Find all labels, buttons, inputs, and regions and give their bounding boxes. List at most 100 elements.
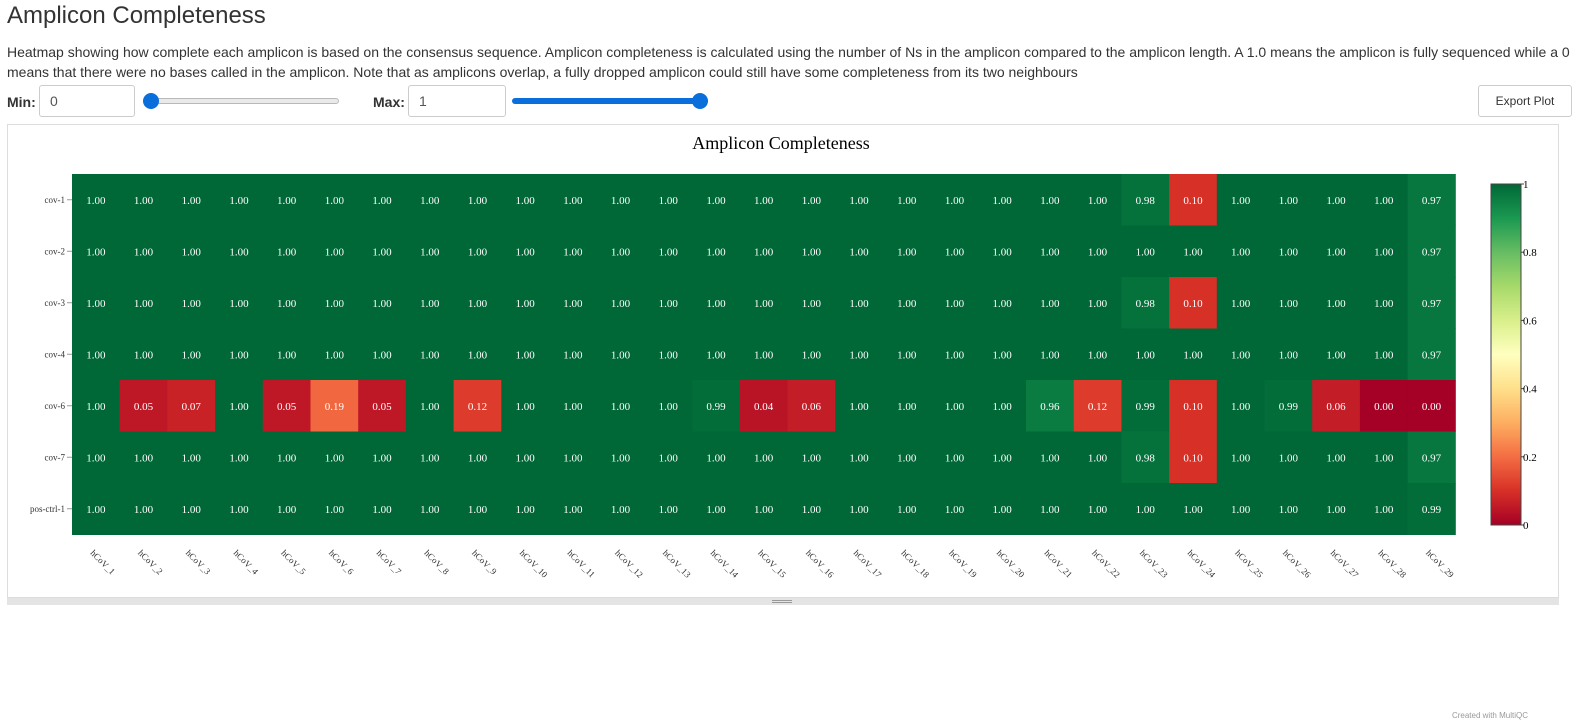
heatmap-cell[interactable] bbox=[644, 225, 693, 278]
heatmap-cell[interactable] bbox=[167, 277, 216, 329]
heatmap-cell[interactable] bbox=[1026, 431, 1075, 484]
heatmap-cell[interactable] bbox=[405, 380, 455, 432]
heatmap-cell[interactable] bbox=[835, 431, 884, 484]
heatmap-cell[interactable] bbox=[692, 277, 741, 329]
heatmap-cell[interactable] bbox=[1169, 277, 1218, 329]
heatmap-cell[interactable] bbox=[596, 277, 645, 329]
heatmap-cell[interactable] bbox=[644, 277, 693, 329]
min-slider-thumb[interactable] bbox=[143, 93, 159, 109]
heatmap-cell[interactable] bbox=[405, 328, 455, 381]
heatmap-cell[interactable] bbox=[787, 380, 836, 432]
heatmap-cell[interactable] bbox=[119, 328, 168, 381]
heatmap-cell[interactable] bbox=[882, 431, 932, 484]
heatmap-cell[interactable] bbox=[739, 380, 788, 432]
heatmap-cell[interactable] bbox=[1026, 174, 1075, 226]
heatmap-cell[interactable] bbox=[930, 483, 979, 535]
heatmap-cell[interactable] bbox=[1264, 328, 1313, 381]
heatmap-cell[interactable] bbox=[1073, 483, 1122, 535]
heatmap-cell[interactable] bbox=[262, 483, 311, 535]
heatmap-cell[interactable] bbox=[453, 483, 502, 535]
heatmap-cell[interactable] bbox=[501, 431, 550, 484]
heatmap-cell[interactable] bbox=[835, 174, 884, 226]
heatmap-cell[interactable] bbox=[787, 483, 836, 535]
heatmap-cell[interactable] bbox=[978, 277, 1027, 329]
heatmap-cell[interactable] bbox=[1026, 483, 1075, 535]
heatmap-cell[interactable] bbox=[215, 483, 264, 535]
heatmap-cell[interactable] bbox=[1407, 380, 1456, 432]
heatmap-cell[interactable] bbox=[405, 225, 455, 278]
heatmap-cell[interactable] bbox=[1169, 225, 1218, 278]
heatmap-cell[interactable] bbox=[930, 277, 979, 329]
heatmap-cell[interactable] bbox=[358, 328, 407, 381]
heatmap-cell[interactable] bbox=[1073, 328, 1122, 381]
heatmap-cell[interactable] bbox=[835, 225, 884, 278]
heatmap-cell[interactable] bbox=[215, 431, 264, 484]
heatmap-cell[interactable] bbox=[167, 483, 216, 535]
heatmap-cell[interactable] bbox=[692, 431, 741, 484]
heatmap-cell[interactable] bbox=[1264, 431, 1313, 484]
heatmap-cell[interactable] bbox=[1264, 277, 1313, 329]
resize-handle[interactable] bbox=[7, 598, 1559, 605]
heatmap-cell[interactable] bbox=[405, 277, 455, 329]
heatmap-cell[interactable] bbox=[596, 328, 645, 381]
heatmap-cell[interactable] bbox=[72, 483, 121, 535]
max-slider-thumb[interactable] bbox=[692, 93, 708, 109]
heatmap-cell[interactable] bbox=[1169, 431, 1218, 484]
heatmap-cell[interactable] bbox=[549, 431, 598, 484]
heatmap-cell[interactable] bbox=[644, 431, 693, 484]
heatmap-cell[interactable] bbox=[1407, 174, 1456, 226]
heatmap-cell[interactable] bbox=[549, 277, 598, 329]
heatmap-cell[interactable] bbox=[1216, 483, 1265, 535]
heatmap-cell[interactable] bbox=[119, 483, 168, 535]
heatmap-cell[interactable] bbox=[1121, 174, 1170, 226]
heatmap-cell[interactable] bbox=[262, 380, 311, 432]
heatmap-cell[interactable] bbox=[978, 483, 1027, 535]
heatmap-cell[interactable] bbox=[501, 380, 550, 432]
heatmap-cell[interactable] bbox=[596, 174, 645, 226]
heatmap-cell[interactable] bbox=[787, 328, 836, 381]
heatmap-cell[interactable] bbox=[692, 174, 741, 226]
heatmap-cell[interactable] bbox=[167, 431, 216, 484]
heatmap-cell[interactable] bbox=[549, 225, 598, 278]
heatmap-cell[interactable] bbox=[1359, 174, 1409, 226]
heatmap-cell[interactable] bbox=[310, 225, 359, 278]
heatmap-cell[interactable] bbox=[262, 174, 311, 226]
heatmap-cell[interactable] bbox=[501, 277, 550, 329]
heatmap-cell[interactable] bbox=[405, 483, 455, 535]
heatmap-cell[interactable] bbox=[835, 483, 884, 535]
heatmap-cell[interactable] bbox=[119, 225, 168, 278]
max-slider[interactable] bbox=[512, 93, 708, 109]
heatmap-cell[interactable] bbox=[692, 225, 741, 278]
heatmap-cell[interactable] bbox=[358, 380, 407, 432]
heatmap-cell[interactable] bbox=[1359, 380, 1409, 432]
heatmap-cell[interactable] bbox=[1121, 225, 1170, 278]
heatmap-cell[interactable] bbox=[215, 277, 264, 329]
heatmap-cell[interactable] bbox=[310, 174, 359, 226]
heatmap-cell[interactable] bbox=[930, 174, 979, 226]
heatmap-cell[interactable] bbox=[215, 328, 264, 381]
heatmap-cell[interactable] bbox=[1216, 277, 1265, 329]
heatmap-cell[interactable] bbox=[72, 225, 121, 278]
heatmap-cell[interactable] bbox=[1264, 225, 1313, 278]
heatmap-cell[interactable] bbox=[72, 431, 121, 484]
heatmap-cell[interactable] bbox=[1407, 431, 1456, 484]
heatmap-cell[interactable] bbox=[72, 277, 121, 329]
heatmap-cell[interactable] bbox=[501, 483, 550, 535]
heatmap-cell[interactable] bbox=[739, 225, 788, 278]
heatmap-cell[interactable] bbox=[453, 431, 502, 484]
heatmap-cell[interactable] bbox=[72, 328, 121, 381]
heatmap-cell[interactable] bbox=[119, 174, 168, 226]
heatmap-cell[interactable] bbox=[1359, 483, 1409, 535]
heatmap-cell[interactable] bbox=[596, 225, 645, 278]
heatmap-cell[interactable] bbox=[1312, 225, 1361, 278]
heatmap-cell[interactable] bbox=[978, 328, 1027, 381]
heatmap-cell[interactable] bbox=[1312, 483, 1361, 535]
heatmap-cell[interactable] bbox=[549, 483, 598, 535]
heatmap-cell[interactable] bbox=[787, 431, 836, 484]
export-plot-button[interactable]: Export Plot bbox=[1478, 85, 1572, 117]
heatmap-cell[interactable] bbox=[262, 225, 311, 278]
heatmap-cell[interactable] bbox=[167, 225, 216, 278]
heatmap-cell[interactable] bbox=[596, 380, 645, 432]
heatmap-cell[interactable] bbox=[358, 277, 407, 329]
heatmap-cell[interactable] bbox=[1169, 174, 1218, 226]
